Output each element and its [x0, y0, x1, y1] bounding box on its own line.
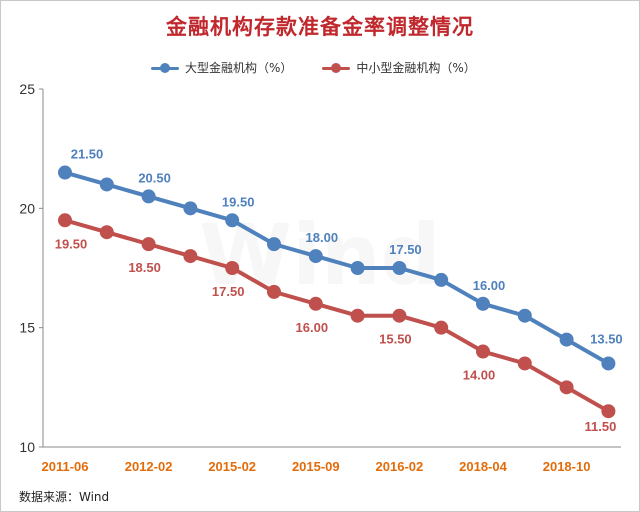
y-tick-label: 10	[19, 439, 35, 455]
legend-swatch-large	[151, 62, 179, 74]
data-source: 数据来源：Wind	[19, 490, 110, 504]
data-label-small: 17.50	[212, 284, 245, 299]
data-point-small	[476, 344, 490, 359]
x-tick-label: 2015-09	[292, 459, 340, 474]
data-label-large: 21.50	[71, 147, 104, 162]
data-point-small	[58, 213, 72, 228]
data-point-small	[559, 380, 574, 395]
chart-title: 金融机构存款准备金率调整情况	[166, 15, 474, 39]
legend-item-large: 大型金融机构（%）	[151, 59, 292, 76]
data-point-large	[392, 261, 407, 275]
data-point-large	[434, 272, 449, 287]
data-point-large	[601, 356, 616, 371]
data-point-large	[267, 237, 281, 252]
data-point-small	[183, 249, 198, 264]
y-tick-label: 25	[19, 81, 35, 97]
data-point-large	[559, 332, 574, 347]
data-label-large: 13.50	[590, 331, 623, 346]
series-line-large	[63, 170, 611, 366]
data-label-small: 18.50	[128, 260, 161, 275]
data-point-small	[392, 308, 407, 323]
data-point-large	[476, 296, 490, 311]
data-point-small	[308, 296, 323, 311]
data-label-small: 19.50	[55, 236, 88, 251]
series-line-small	[63, 218, 611, 414]
data-point-large	[58, 165, 72, 180]
legend: 大型金融机构（%） 中小型金融机构（%）	[151, 59, 476, 76]
x-tick-label: 2012-02	[125, 459, 173, 474]
y-tick-label: 15	[19, 320, 35, 336]
data-label-large: 17.50	[389, 242, 422, 257]
x-tick-label: 2016-02	[376, 459, 424, 474]
data-point-large	[308, 249, 323, 264]
x-tick-label: 2015-02	[208, 459, 256, 474]
data-point-small	[350, 308, 365, 323]
data-point-large	[141, 189, 156, 204]
x-tick-label: 2018-10	[543, 459, 591, 474]
data-label-small: 15.50	[379, 332, 412, 347]
data-point-large	[99, 177, 114, 192]
data-label-large: 16.00	[473, 278, 506, 293]
data-point-small	[517, 356, 532, 371]
data-point-large	[350, 261, 365, 275]
legend-label-small: 中小型金融机构（%）	[356, 61, 476, 75]
x-tick-label: 2018-04	[459, 459, 507, 474]
data-point-small	[99, 225, 114, 240]
data-point-large	[225, 213, 240, 228]
data-point-small	[434, 320, 449, 335]
data-label-small: 11.50	[584, 419, 616, 434]
data-point-large	[517, 308, 532, 323]
data-label-large: 18.00	[306, 230, 339, 245]
data-point-small	[141, 237, 156, 252]
data-point-small	[267, 284, 281, 299]
x-tick-label: 2011-06	[42, 459, 89, 474]
data-point-large	[183, 201, 198, 216]
data-label-small: 14.00	[463, 368, 496, 383]
data-label-large: 20.50	[138, 170, 171, 185]
legend-label-large: 大型金融机构（%）	[185, 61, 293, 75]
y-tick-label: 20	[19, 200, 35, 216]
data-label-large: 19.50	[222, 194, 255, 209]
legend-swatch-small	[322, 62, 351, 74]
data-label-small: 16.00	[296, 320, 329, 335]
legend-item-small: 中小型金融机构（%）	[322, 59, 476, 76]
data-point-small	[225, 261, 240, 275]
data-point-small	[601, 404, 616, 419]
